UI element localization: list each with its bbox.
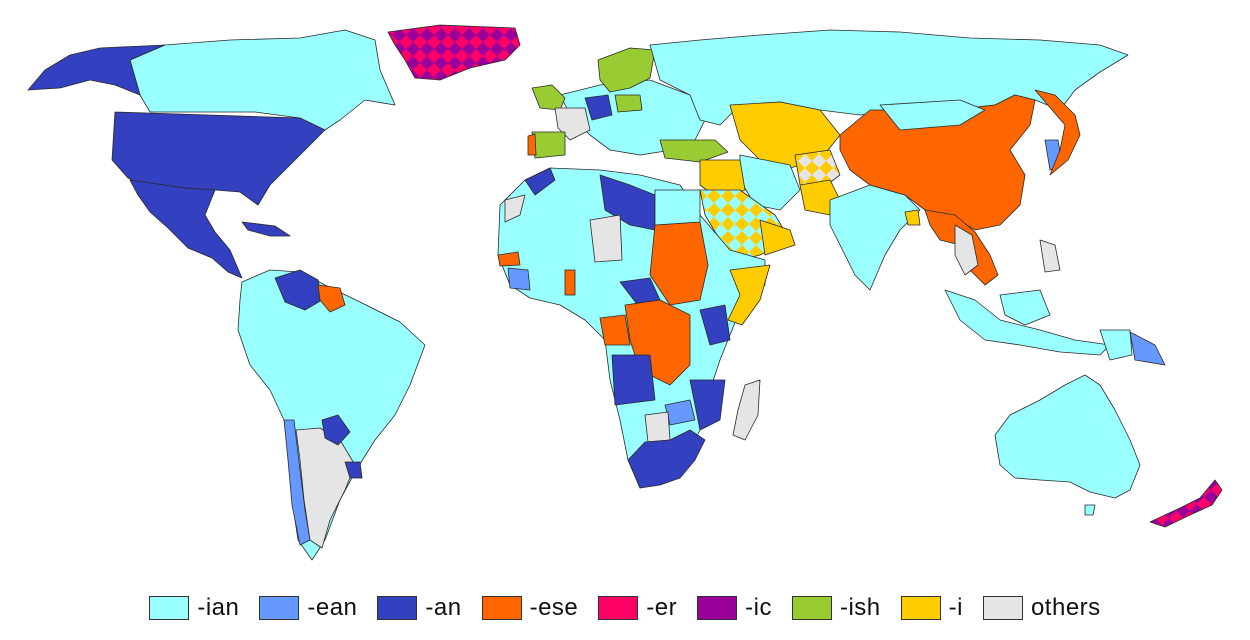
- region-india: [829, 184, 921, 291]
- region-egypt: [654, 189, 701, 226]
- region-germany: [584, 94, 613, 121]
- region-indonesia: [944, 289, 1111, 356]
- region-alaska: [27, 44, 166, 96]
- region-mongolia: [879, 99, 986, 131]
- region-laos-cambodia: [954, 224, 979, 276]
- region-spain: [531, 131, 566, 159]
- legend-swatch-er: [598, 596, 639, 620]
- legend-swatch-ian: [149, 596, 190, 620]
- region-south-africa: [627, 429, 706, 489]
- region-philippines: [1039, 239, 1061, 273]
- legend-item-an: -an: [377, 594, 461, 622]
- region-poland: [614, 94, 643, 113]
- region-canada: [129, 29, 396, 131]
- region-portugal: [527, 133, 537, 156]
- legend-item-ese: -ese: [481, 594, 579, 622]
- legend: -ian -ean -an -ese -er -ic -ish -i others: [0, 588, 1250, 628]
- legend-label-ean: -ean: [307, 594, 358, 621]
- region-ghana-togo: [564, 269, 576, 296]
- world-map: [27, 24, 1223, 561]
- legend-item-ian: -ian: [149, 594, 239, 622]
- legend-swatch-i: [900, 596, 941, 620]
- region-yemen-oman: [759, 219, 796, 256]
- legend-swatch-ese: [481, 596, 522, 620]
- region-scandinavia: [597, 47, 656, 93]
- region-borneo: [999, 289, 1051, 326]
- region-tasmania: [1084, 504, 1096, 516]
- region-mexico-central-america: [129, 179, 243, 279]
- legend-item-ish: -ish: [791, 594, 881, 622]
- region-paraguay: [321, 414, 351, 446]
- legend-item-others: others: [982, 594, 1101, 622]
- legend-label-ian: -ian: [197, 594, 240, 621]
- region-guinea: [507, 267, 531, 291]
- region-new-zealand: [1149, 479, 1223, 528]
- legend-label-an: -an: [425, 594, 462, 621]
- legend-item-ean: -ean: [259, 594, 357, 622]
- legend-item-i: -i: [900, 594, 963, 622]
- legend-label-i: -i: [948, 594, 963, 621]
- region-botswana: [644, 411, 671, 443]
- legend-swatch-ic: [697, 596, 738, 620]
- legend-label-ic: -ic: [745, 594, 772, 621]
- region-guianas: [317, 284, 346, 313]
- region-uganda-kenya: [699, 304, 731, 346]
- region-madagascar: [732, 379, 761, 441]
- region-uk: [531, 84, 566, 111]
- region-uruguay: [344, 461, 363, 479]
- region-turkey: [659, 139, 729, 163]
- region-japan: [1034, 89, 1081, 176]
- legend-label-ese: -ese: [529, 594, 579, 621]
- region-png: [1129, 331, 1166, 366]
- legend-label-others: others: [1030, 594, 1101, 621]
- region-mozambique: [689, 379, 726, 431]
- region-australia: [994, 374, 1141, 499]
- legend-swatch-others: [982, 596, 1023, 620]
- region-somalia: [727, 264, 771, 326]
- region-bangladesh: [904, 209, 921, 226]
- region-chad: [589, 214, 623, 263]
- legend-item-er: -er: [598, 594, 677, 622]
- legend-swatch-ish: [791, 596, 832, 620]
- legend-swatch-an: [377, 596, 418, 620]
- region-senegal: [497, 251, 521, 267]
- region-zimbabwe: [664, 399, 696, 426]
- region-greenland: [387, 24, 521, 81]
- region-western-sahara: [504, 194, 526, 223]
- legend-label-ish: -ish: [839, 594, 881, 621]
- region-angola: [611, 354, 656, 406]
- legend-swatch-ean: [259, 596, 300, 620]
- region-gabon-congo: [599, 314, 631, 346]
- legend-item-ic: -ic: [697, 594, 772, 622]
- region-morocco: [524, 167, 556, 196]
- legend-label-er: -er: [646, 594, 678, 621]
- region-papua: [1099, 329, 1133, 361]
- region-caribbean: [241, 221, 291, 237]
- region-usa: [111, 111, 326, 206]
